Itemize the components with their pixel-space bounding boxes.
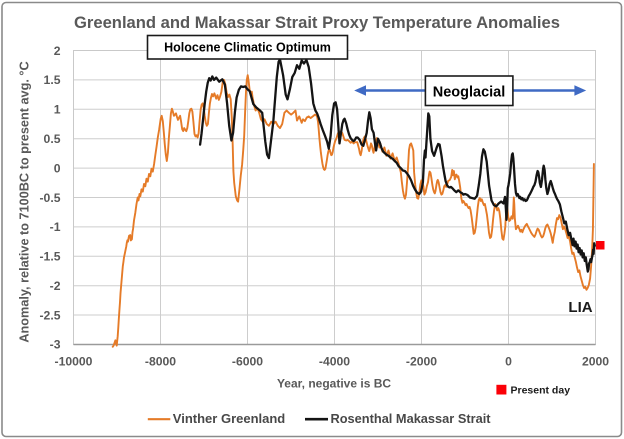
- svg-text:-10000: -10000: [55, 355, 93, 369]
- svg-text:-1: -1: [50, 220, 61, 234]
- svg-text:-3: -3: [50, 338, 61, 352]
- svg-text:-6000: -6000: [232, 355, 263, 369]
- svg-text:-0.5: -0.5: [39, 191, 60, 205]
- svg-text:Greenland and Makassar Strait: Greenland and Makassar Strait Proxy Temp…: [74, 13, 560, 32]
- svg-text:0: 0: [54, 161, 61, 175]
- svg-text:0.5: 0.5: [44, 132, 61, 146]
- svg-text:-2: -2: [50, 279, 61, 293]
- svg-text:-2.5: -2.5: [39, 308, 60, 322]
- svg-text:2: 2: [54, 44, 61, 58]
- svg-text:Anomaly, relative to 7100BC to: Anomaly, relative to 7100BC to present a…: [18, 61, 32, 342]
- svg-text:0: 0: [505, 355, 512, 369]
- svg-text:-4000: -4000: [319, 355, 350, 369]
- svg-text:Present day: Present day: [511, 385, 571, 397]
- svg-text:Rosenthal Makassar Strait: Rosenthal Makassar Strait: [331, 411, 492, 426]
- svg-text:Year, negative is BC: Year, negative is BC: [277, 377, 391, 391]
- svg-text:Neoglacial: Neoglacial: [433, 85, 506, 101]
- svg-text:-8000: -8000: [145, 355, 176, 369]
- svg-text:1.5: 1.5: [44, 73, 61, 87]
- svg-text:-1.5: -1.5: [39, 250, 60, 264]
- svg-text:Vinther Greenland: Vinther Greenland: [173, 411, 286, 426]
- svg-text:LIA: LIA: [568, 299, 592, 316]
- svg-text:1: 1: [54, 103, 61, 117]
- svg-text:Holocene Climatic Optimum: Holocene Climatic Optimum: [164, 41, 331, 55]
- svg-text:-2000: -2000: [406, 355, 437, 369]
- svg-text:2000: 2000: [582, 355, 609, 369]
